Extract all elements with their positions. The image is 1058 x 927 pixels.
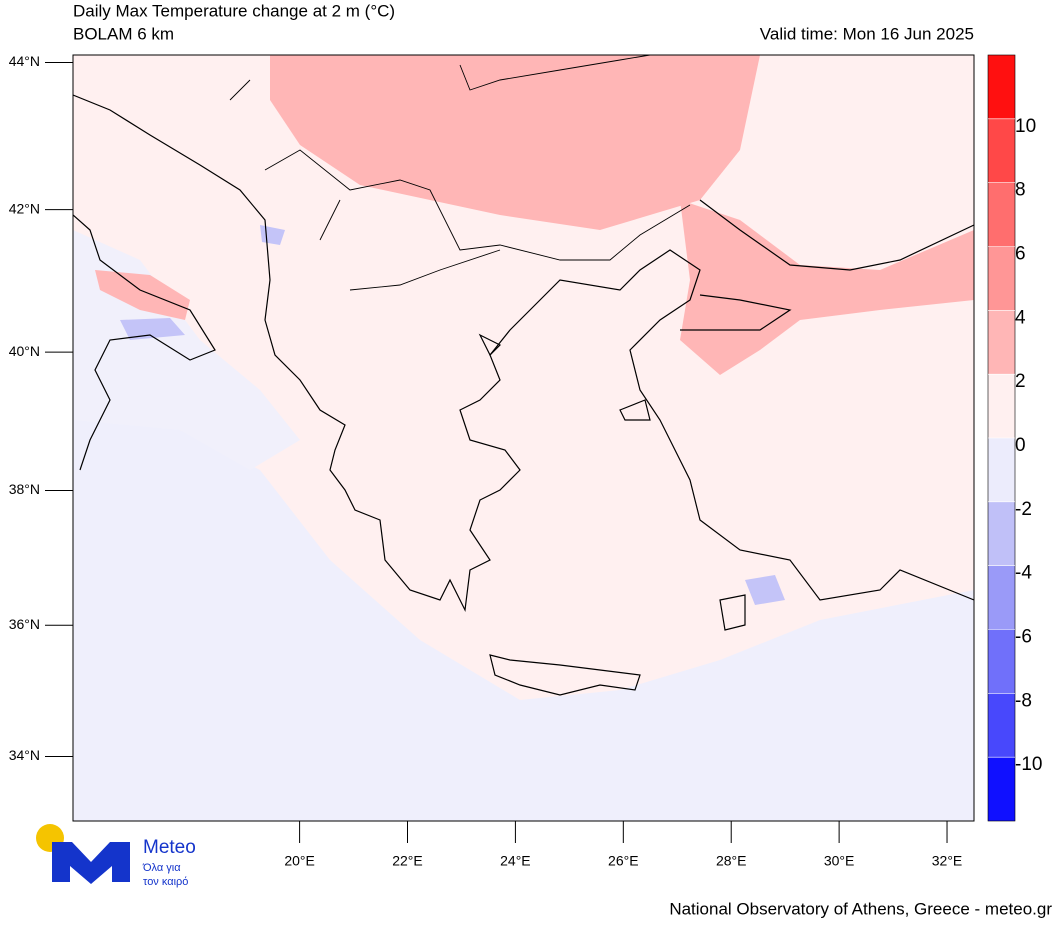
footer: National Observatory of Athens, Greece -… xyxy=(669,899,1052,918)
x-tick-label: 26°E xyxy=(608,853,639,869)
x-tick-label: 32°E xyxy=(932,853,963,869)
coastline xyxy=(680,199,974,331)
colorbar-bin xyxy=(988,182,1015,247)
colorbar-label: 6 xyxy=(1015,244,1026,265)
colorbar-bin xyxy=(988,757,1015,821)
y-tick-label: 34°N xyxy=(9,747,40,763)
colorbar-bin xyxy=(988,501,1015,566)
colorbar-label: 2 xyxy=(1015,371,1026,392)
border xyxy=(229,55,691,291)
y-tick-label: 36°N xyxy=(9,616,40,632)
coastline xyxy=(478,333,746,631)
x-tick-label: 22°E xyxy=(392,853,423,869)
colorbar-label: -6 xyxy=(1015,627,1032,648)
colorbar-bin xyxy=(988,55,1015,119)
y-tick-label: 38°N xyxy=(9,481,40,497)
colorbar-label: 4 xyxy=(1015,307,1026,328)
coastline xyxy=(489,654,641,696)
colorbar-label: -4 xyxy=(1015,563,1032,584)
colorbar-bin xyxy=(988,118,1015,183)
colorbar-label: 8 xyxy=(1015,180,1026,201)
map-frame xyxy=(72,54,975,822)
coastline xyxy=(73,214,216,471)
field xyxy=(73,55,974,821)
y-tick-label: 42°N xyxy=(9,200,40,216)
logo-tagline: Όλα για xyxy=(142,862,181,874)
colorbar-label: 0 xyxy=(1015,435,1026,456)
x-tick-label: 24°E xyxy=(500,853,531,869)
colorbar-bin xyxy=(988,438,1015,502)
field-warm-area xyxy=(95,270,190,320)
x-tick-label: 28°E xyxy=(716,853,747,869)
y-tick-label: 44°N xyxy=(9,53,40,69)
colorbar-label: 10 xyxy=(1015,116,1036,137)
colorbar-label: -2 xyxy=(1015,499,1032,520)
field-warm-area xyxy=(680,200,974,375)
field-warm-area xyxy=(270,55,760,230)
logo-m xyxy=(52,842,130,884)
colorbar-bin xyxy=(988,693,1015,758)
subtitle: BOLAM 6 km xyxy=(73,24,174,43)
valid-time: Valid time: Mon 16 Jun 2025 xyxy=(760,24,974,43)
colorbar-bin xyxy=(988,374,1015,438)
x-tick-label: 20°E xyxy=(284,853,315,869)
colorbar-bin xyxy=(988,565,1015,630)
logo-name: Meteo xyxy=(143,837,196,858)
colorbar-label: -8 xyxy=(1015,690,1032,711)
colorbar-label: -10 xyxy=(1015,754,1042,775)
logo-tagline: τον καιρό xyxy=(143,876,188,888)
field-cool-area xyxy=(73,380,974,821)
title: Daily Max Temperature change at 2 m (°C) xyxy=(73,1,395,20)
colorbar-bin xyxy=(988,310,1015,375)
x-tick-label: 30°E xyxy=(824,853,855,869)
coastlines xyxy=(73,55,974,696)
colorbar-bin xyxy=(988,246,1015,311)
coastline xyxy=(73,94,974,613)
logo: Meteo Όλα για τον καιρό xyxy=(36,824,196,888)
y-tick-label: 40°N xyxy=(9,343,40,359)
colorbar-bin xyxy=(988,629,1015,694)
